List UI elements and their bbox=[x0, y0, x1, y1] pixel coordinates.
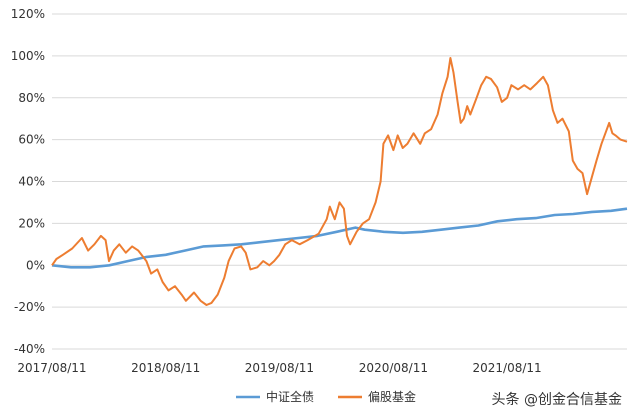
gridlines bbox=[52, 13, 627, 350]
legend-label: 中证全债 bbox=[266, 389, 314, 404]
watermark-text: 头条 @创金合信基金 bbox=[492, 391, 622, 408]
legend-label: 偏股基金 bbox=[368, 389, 416, 404]
x-tick-label: 2017/08/11 bbox=[17, 361, 86, 375]
x-tick-label: 2020/08/11 bbox=[359, 361, 428, 375]
y-tick-label: 40% bbox=[18, 175, 45, 189]
y-tick-label: 60% bbox=[18, 133, 45, 147]
y-tick-label: 100% bbox=[11, 49, 45, 63]
x-tick-label: 2021/08/11 bbox=[472, 361, 541, 375]
x-tick-label: 2019/08/11 bbox=[245, 361, 314, 375]
series-line-bond-index bbox=[51, 207, 628, 269]
y-tick-label: -40% bbox=[14, 342, 45, 356]
y-tick-label: -20% bbox=[14, 300, 45, 314]
legend: 中证全债 偏股基金 bbox=[236, 389, 416, 404]
y-tick-label: 80% bbox=[18, 91, 45, 105]
series-lines bbox=[51, 57, 628, 306]
x-axis-ticks: 2017/08/11 2018/08/11 2019/08/11 2020/08/11… bbox=[17, 361, 541, 375]
y-axis-ticks: -40% -20% 0% 20% 40% 60% 80% 100% 120% bbox=[11, 7, 45, 356]
y-tick-label: 20% bbox=[18, 216, 45, 230]
y-tick-label: 120% bbox=[11, 7, 45, 21]
x-tick-label: 2018/08/11 bbox=[131, 361, 200, 375]
series-line-equity-fund bbox=[51, 57, 628, 306]
y-tick-label: 0% bbox=[26, 258, 45, 272]
